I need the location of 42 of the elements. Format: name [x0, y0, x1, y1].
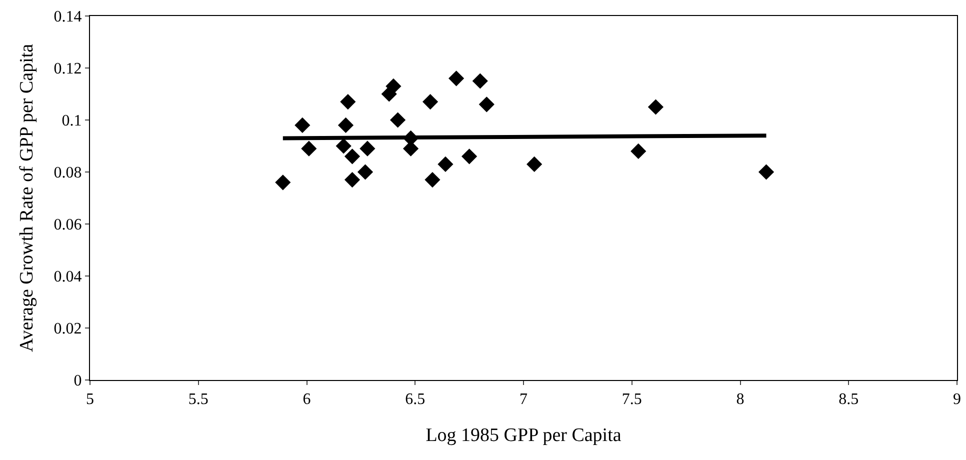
point: [478, 96, 494, 112]
x-tick-label: 7: [520, 391, 528, 408]
point: [758, 164, 774, 180]
x-tick-label: 6: [302, 391, 311, 408]
y-tick-label: 0.1: [62, 112, 82, 130]
point: [422, 94, 438, 110]
point: [526, 156, 542, 172]
point: [462, 148, 478, 164]
point: [340, 94, 356, 110]
point: [301, 140, 317, 156]
x-tick-label: 8.5: [838, 391, 859, 408]
point: [344, 172, 360, 188]
point: [336, 138, 352, 154]
x-tick-label: 5.5: [188, 391, 208, 408]
point: [357, 164, 374, 180]
y-tick-label: 0.02: [54, 320, 82, 338]
x-axis-title: Log 1985 GPP per Capita: [426, 425, 622, 446]
point: [386, 78, 402, 94]
point: [472, 73, 488, 89]
x-tick-label: 8: [736, 391, 744, 408]
point: [275, 174, 291, 190]
point: [390, 112, 406, 128]
point: [648, 99, 664, 115]
point: [448, 70, 464, 86]
point: [338, 117, 354, 133]
point: [424, 172, 440, 188]
point: [360, 140, 376, 156]
y-tick-label: 0.04: [54, 268, 82, 286]
x-tick-label: 6.5: [405, 391, 426, 408]
y-tick-label: 0.12: [54, 60, 82, 78]
x-tick-label: 5: [86, 391, 94, 408]
y-tick-label: 0.14: [54, 8, 82, 26]
point: [294, 117, 310, 133]
y-tick-label: 0.08: [54, 164, 82, 182]
point: [344, 148, 360, 164]
point: [630, 143, 646, 159]
x-tick-label: 7.5: [622, 391, 642, 408]
y-axis-title: Average Growth Rate of GPP per Capita: [16, 43, 38, 352]
y-tick-label: 0: [74, 372, 82, 390]
x-tick-label: 9: [953, 391, 961, 408]
y-tick-label: 0.06: [54, 216, 82, 234]
point: [438, 156, 454, 172]
